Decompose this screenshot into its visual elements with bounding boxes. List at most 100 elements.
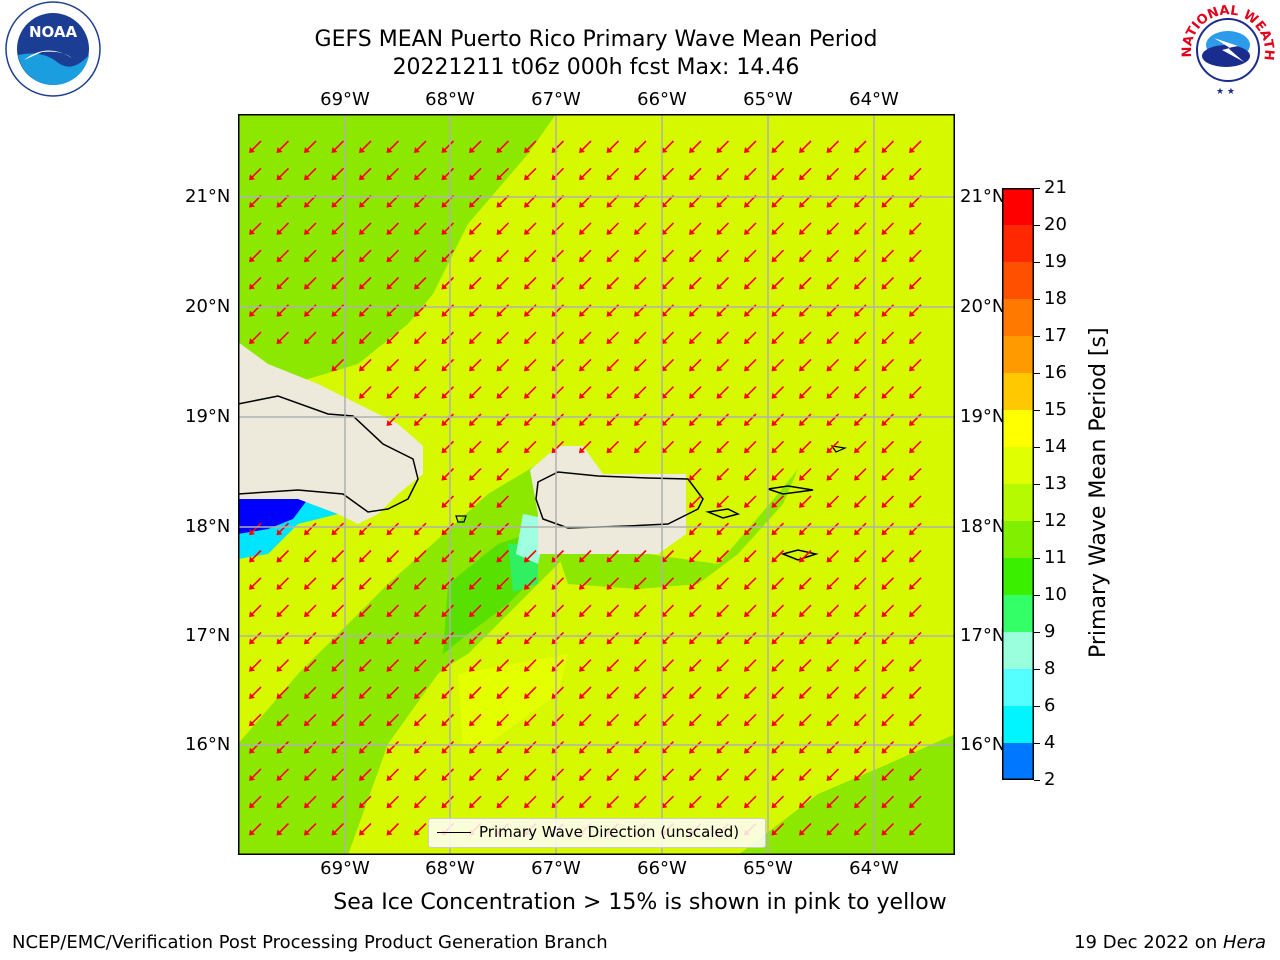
wave-arrow-shaft [635,659,647,671]
colorbar-tick-mark [1034,299,1040,300]
wave-arrow-head [441,420,448,426]
wave-arrow-head [606,611,613,618]
wave-arrow-shaft [525,686,537,698]
wave-arrow-head [881,529,888,536]
wave-arrow-shaft [470,222,482,234]
wave-arrow-shaft [525,222,537,234]
wave-arrow-shaft [745,577,757,589]
wave-arrow-head [661,256,668,263]
wave-arrow-shaft [745,495,757,507]
wave-arrow-shaft [662,795,675,807]
wave-arrow-head [799,283,805,290]
wave-arrow-shaft [332,768,345,780]
wave-arrow-head [524,228,530,235]
wave-arrow-shaft [855,413,867,425]
wave-arrow-shaft [717,386,730,398]
wave-arrow-head [854,501,860,508]
footer-branch: NCEP/EMC/Verification Post Processing Pr… [12,932,608,953]
wave-arrow-shaft [882,495,895,507]
wave-arrow-shaft [525,331,537,343]
wave-arrow-head [799,310,805,317]
wave-arrow-shaft [745,440,757,452]
colorbar-tick-label: 21 [1044,177,1067,198]
wave-arrow-head [496,392,503,399]
wave-arrow-shaft [690,631,702,643]
wave-arrow-shaft [525,440,537,452]
wave-arrow-shaft [910,631,922,643]
wave-arrow-shaft [525,276,537,289]
wave-arrow-head [331,310,338,317]
wave-arrow-head [634,420,640,426]
wave-arrow-shaft [442,549,455,562]
wave-arrow-shaft [882,549,895,562]
wave-arrow-shaft [855,604,867,616]
wave-arrow-head [386,556,393,563]
wave-arrow-head [469,310,475,317]
colorbar-band [1002,188,1034,226]
wave-arrow-shaft [827,741,840,753]
wave-arrow-shaft [827,768,840,780]
wave-arrow-shaft [360,167,372,179]
wave-arrow-shaft [772,604,785,616]
wave-arrow-head [304,147,310,153]
wave-arrow-head [771,256,778,263]
wave-arrow-shaft [745,413,757,425]
colorbar-tick-label: 19 [1044,251,1067,272]
wave-arrow-head [689,474,695,481]
wave-arrow-shaft [415,413,427,425]
wave-arrow-shaft [800,659,812,671]
wave-arrow-shaft [910,577,922,589]
wave-arrow-head [771,611,778,618]
wave-arrow-shaft [470,604,482,616]
wave-arrow-shaft [497,768,510,780]
wave-arrow-head [744,583,750,590]
wave-arrow-head [304,747,310,754]
wave-arrow-shaft [580,795,592,807]
wave-arrow-shaft [250,659,262,671]
colorbar-band [1002,373,1034,411]
wave-arrow-head [909,420,915,426]
wave-arrow-shaft [772,577,785,589]
wave-arrow-shaft [442,795,455,807]
wave-arrow-shaft [827,468,840,480]
wave-arrow-head [826,338,833,345]
wave-arrow-head [771,338,778,345]
lat-label-left-21n: 21°N [185,186,231,207]
wave-arrow-head [304,583,310,590]
wave-arrow-shaft [525,768,537,780]
wave-arrow-shaft [442,522,455,534]
wave-arrow-shaft [277,686,290,698]
period-14s-region [458,654,568,744]
wave-arrow-head [414,365,420,372]
colorbar-tick-mark [1034,743,1040,744]
wave-arrow-shaft [415,822,427,835]
wave-arrow-shaft [525,741,537,753]
wave-arrow-head [359,228,365,235]
wave-arrow-head [909,147,915,153]
wave-arrow-shaft [607,167,620,179]
wave-arrow-head [496,720,503,727]
wave-arrow-shaft [305,822,317,835]
wave-arrow-shaft [690,468,702,480]
wave-arrow-head [331,829,338,836]
wave-arrow-shaft [525,549,537,562]
wave-arrow-shaft [855,440,867,452]
wave-arrow-shaft [387,768,400,780]
wave-arrow-head [744,474,750,481]
wave-arrow-head [359,201,365,208]
wave-arrow-shaft [277,768,290,780]
wave-arrow-shaft [415,276,427,289]
wave-arrow-shaft [662,222,675,234]
wave-arrow-head [744,556,750,563]
wave-arrow-head [881,501,888,508]
wave-arrow-head [826,447,833,454]
wave-arrow-shaft [855,358,867,370]
wave-arrow-head [744,774,750,781]
wave-arrow-shaft [910,522,922,534]
wave-arrow-shaft [690,413,702,425]
wave-arrow-head [689,747,695,754]
colorbar-band [1002,632,1034,670]
wave-arrow-shaft [250,741,262,753]
wave-arrow-head [249,283,255,290]
wave-arrow-shaft [745,468,757,480]
